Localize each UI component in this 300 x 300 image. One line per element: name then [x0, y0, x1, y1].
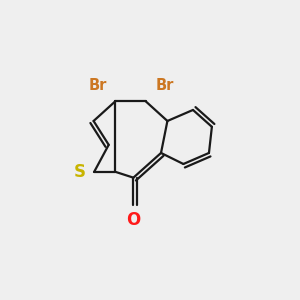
Text: S: S [74, 163, 86, 181]
Text: Br: Br [89, 78, 107, 93]
Text: O: O [126, 212, 140, 230]
Text: Br: Br [155, 78, 174, 93]
